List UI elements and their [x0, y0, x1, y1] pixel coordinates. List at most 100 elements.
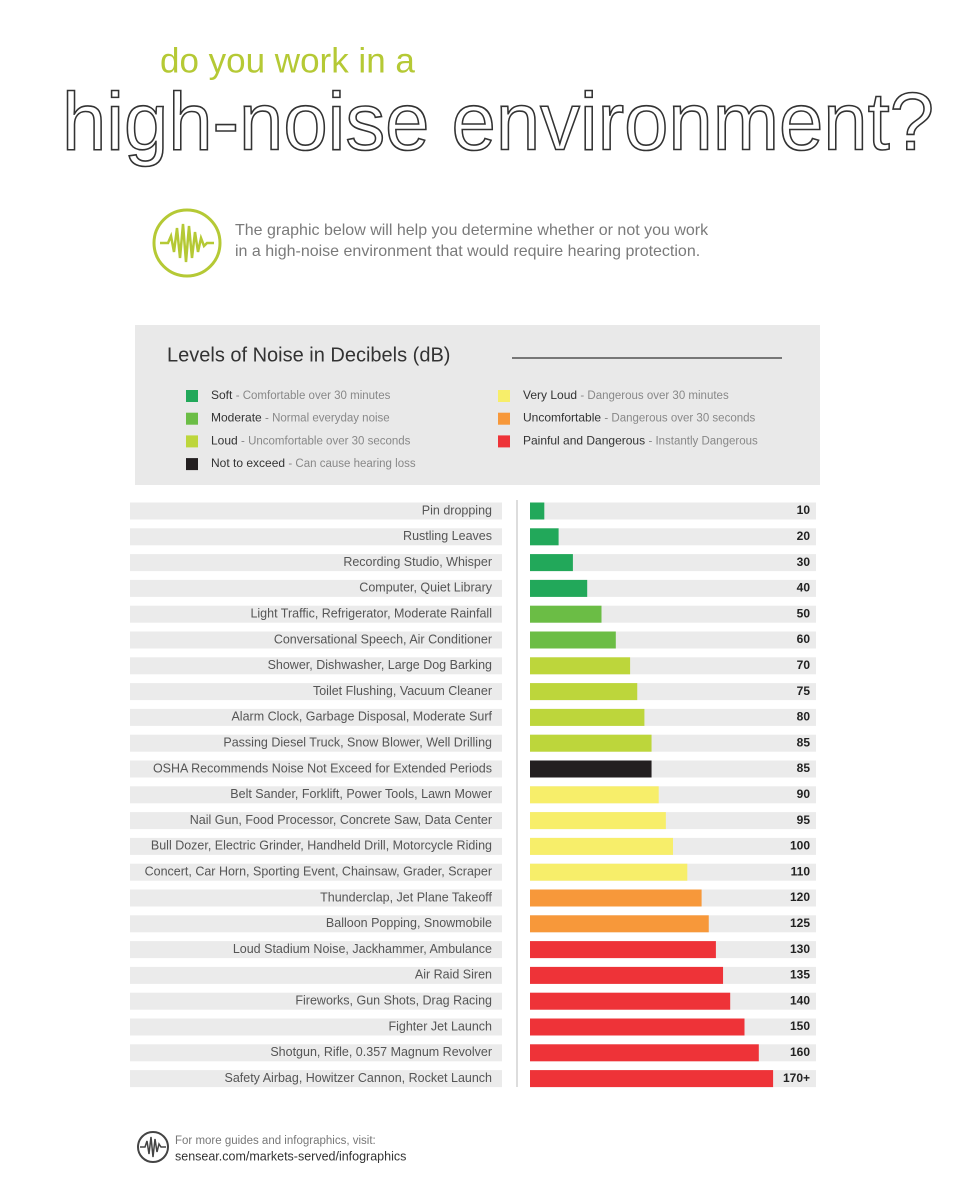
category-label: OSHA Recommends Noise Not Exceed for Ext…	[153, 761, 492, 775]
legend-label: Not to exceed - Can cause hearing loss	[211, 456, 416, 470]
category-label: Shotgun, Rifle, 0.357 Magnum Revolver	[270, 1045, 492, 1059]
label-background	[130, 992, 502, 1010]
label-background	[130, 760, 502, 778]
value-label: 75	[797, 684, 811, 698]
legend-description: - Normal everyday noise	[265, 413, 390, 425]
bar	[530, 915, 709, 933]
label-background	[130, 528, 502, 546]
value-label: 150	[790, 1019, 810, 1033]
legend-description: - Dangerous over 30 minutes	[580, 390, 729, 402]
category-label: Recording Studio, Whisper	[343, 555, 492, 569]
label-background	[130, 708, 502, 726]
value-label: 95	[797, 813, 811, 827]
bar	[530, 992, 731, 1010]
value-label: 10	[797, 503, 811, 517]
chart-title: Levels of Noise in Decibels (dB)	[167, 344, 450, 366]
value-label: 140	[790, 993, 810, 1007]
value-label: 30	[797, 555, 811, 569]
bar	[530, 760, 652, 778]
bar	[530, 605, 602, 623]
label-background	[130, 734, 502, 752]
category-label: Air Raid Siren	[415, 968, 492, 982]
label-background	[130, 863, 502, 881]
legend-description: - Can cause hearing loss	[288, 458, 415, 470]
bar	[530, 631, 616, 649]
value-label: 100	[790, 839, 810, 853]
bar-track	[530, 528, 816, 546]
bar-track	[530, 579, 816, 597]
label-background	[130, 579, 502, 597]
bar	[530, 1070, 774, 1088]
intro-line: The graphic below will help you determin…	[235, 222, 709, 239]
category-label: Alarm Clock, Garbage Disposal, Moderate …	[231, 710, 492, 724]
label-background	[130, 554, 502, 572]
category-label: Concert, Car Horn, Sporting Event, Chain…	[145, 864, 492, 878]
value-label: 85	[797, 735, 811, 749]
value-label: 160	[790, 1045, 810, 1059]
legend-name: Very Loud	[523, 388, 577, 402]
legend-label: Uncomfortable - Dangerous over 30 second…	[523, 411, 756, 425]
category-label: Safety Airbag, Howitzer Cannon, Rocket L…	[224, 1071, 492, 1085]
category-label: Rustling Leaves	[403, 529, 492, 543]
bar	[530, 812, 666, 830]
category-label: Passing Diesel Truck, Snow Blower, Well …	[223, 735, 492, 749]
category-label: Pin dropping	[422, 503, 492, 517]
bar	[530, 528, 559, 546]
bar	[530, 502, 545, 520]
category-label: Nail Gun, Food Processor, Concrete Saw, …	[190, 813, 492, 827]
category-label: Fireworks, Gun Shots, Drag Racing	[295, 993, 492, 1007]
label-background	[130, 966, 502, 984]
headline: high-noise environment?	[62, 77, 934, 168]
bar	[530, 657, 631, 675]
legend-name: Soft	[211, 388, 233, 402]
legend-description: - Comfortable over 30 minutes	[236, 390, 391, 402]
value-label: 170+	[783, 1071, 810, 1085]
value-label: 60	[797, 632, 811, 646]
bar	[530, 786, 659, 804]
legend-name: Uncomfortable	[523, 411, 601, 425]
label-background	[130, 786, 502, 804]
footer-note: For more guides and infographics, visit:	[175, 1135, 376, 1147]
legend-swatch	[498, 390, 510, 402]
category-label: Loud Stadium Noise, Jackhammer, Ambulanc…	[233, 942, 492, 956]
label-background	[130, 657, 502, 675]
legend-label: Painful and Dangerous - Instantly Danger…	[523, 434, 758, 448]
value-label: 40	[797, 581, 811, 595]
label-background	[130, 915, 502, 933]
value-label: 20	[797, 529, 811, 543]
value-label: 90	[797, 787, 811, 801]
value-label: 80	[797, 710, 811, 724]
bar-track	[530, 502, 816, 520]
category-label: Conversational Speech, Air Conditioner	[274, 632, 492, 646]
legend-swatch	[186, 458, 198, 471]
legend-name: Not to exceed	[211, 456, 285, 470]
value-label: 130	[790, 942, 810, 956]
value-label: 120	[790, 890, 810, 904]
legend-swatch	[498, 435, 510, 448]
legend-swatch	[186, 390, 198, 402]
bar	[530, 863, 688, 881]
bar	[530, 683, 638, 701]
footer-url: sensear.com/markets-served/infographics	[175, 1149, 406, 1163]
bar	[530, 837, 673, 855]
value-label: 110	[791, 864, 811, 878]
label-background	[130, 1018, 502, 1036]
legend-name: Painful and Dangerous	[523, 434, 645, 448]
label-background	[130, 502, 502, 520]
label-background	[130, 1044, 502, 1062]
bar	[530, 708, 645, 726]
legend-description: - Uncomfortable over 30 seconds	[241, 435, 411, 447]
category-label: Toilet Flushing, Vacuum Cleaner	[313, 684, 492, 698]
value-label: 85	[797, 761, 811, 775]
bar	[530, 579, 588, 597]
bar-track	[530, 554, 816, 572]
label-background	[130, 1070, 502, 1088]
label-background	[130, 631, 502, 649]
value-label: 125	[790, 916, 810, 930]
legend-label: Soft - Comfortable over 30 minutes	[211, 388, 391, 402]
bar	[530, 554, 573, 572]
category-label: Balloon Popping, Snowmobile	[326, 916, 492, 930]
legend-description: - Dangerous over 30 seconds	[604, 413, 755, 425]
legend-label: Very Loud - Dangerous over 30 minutes	[523, 388, 729, 402]
bar	[530, 1044, 759, 1062]
